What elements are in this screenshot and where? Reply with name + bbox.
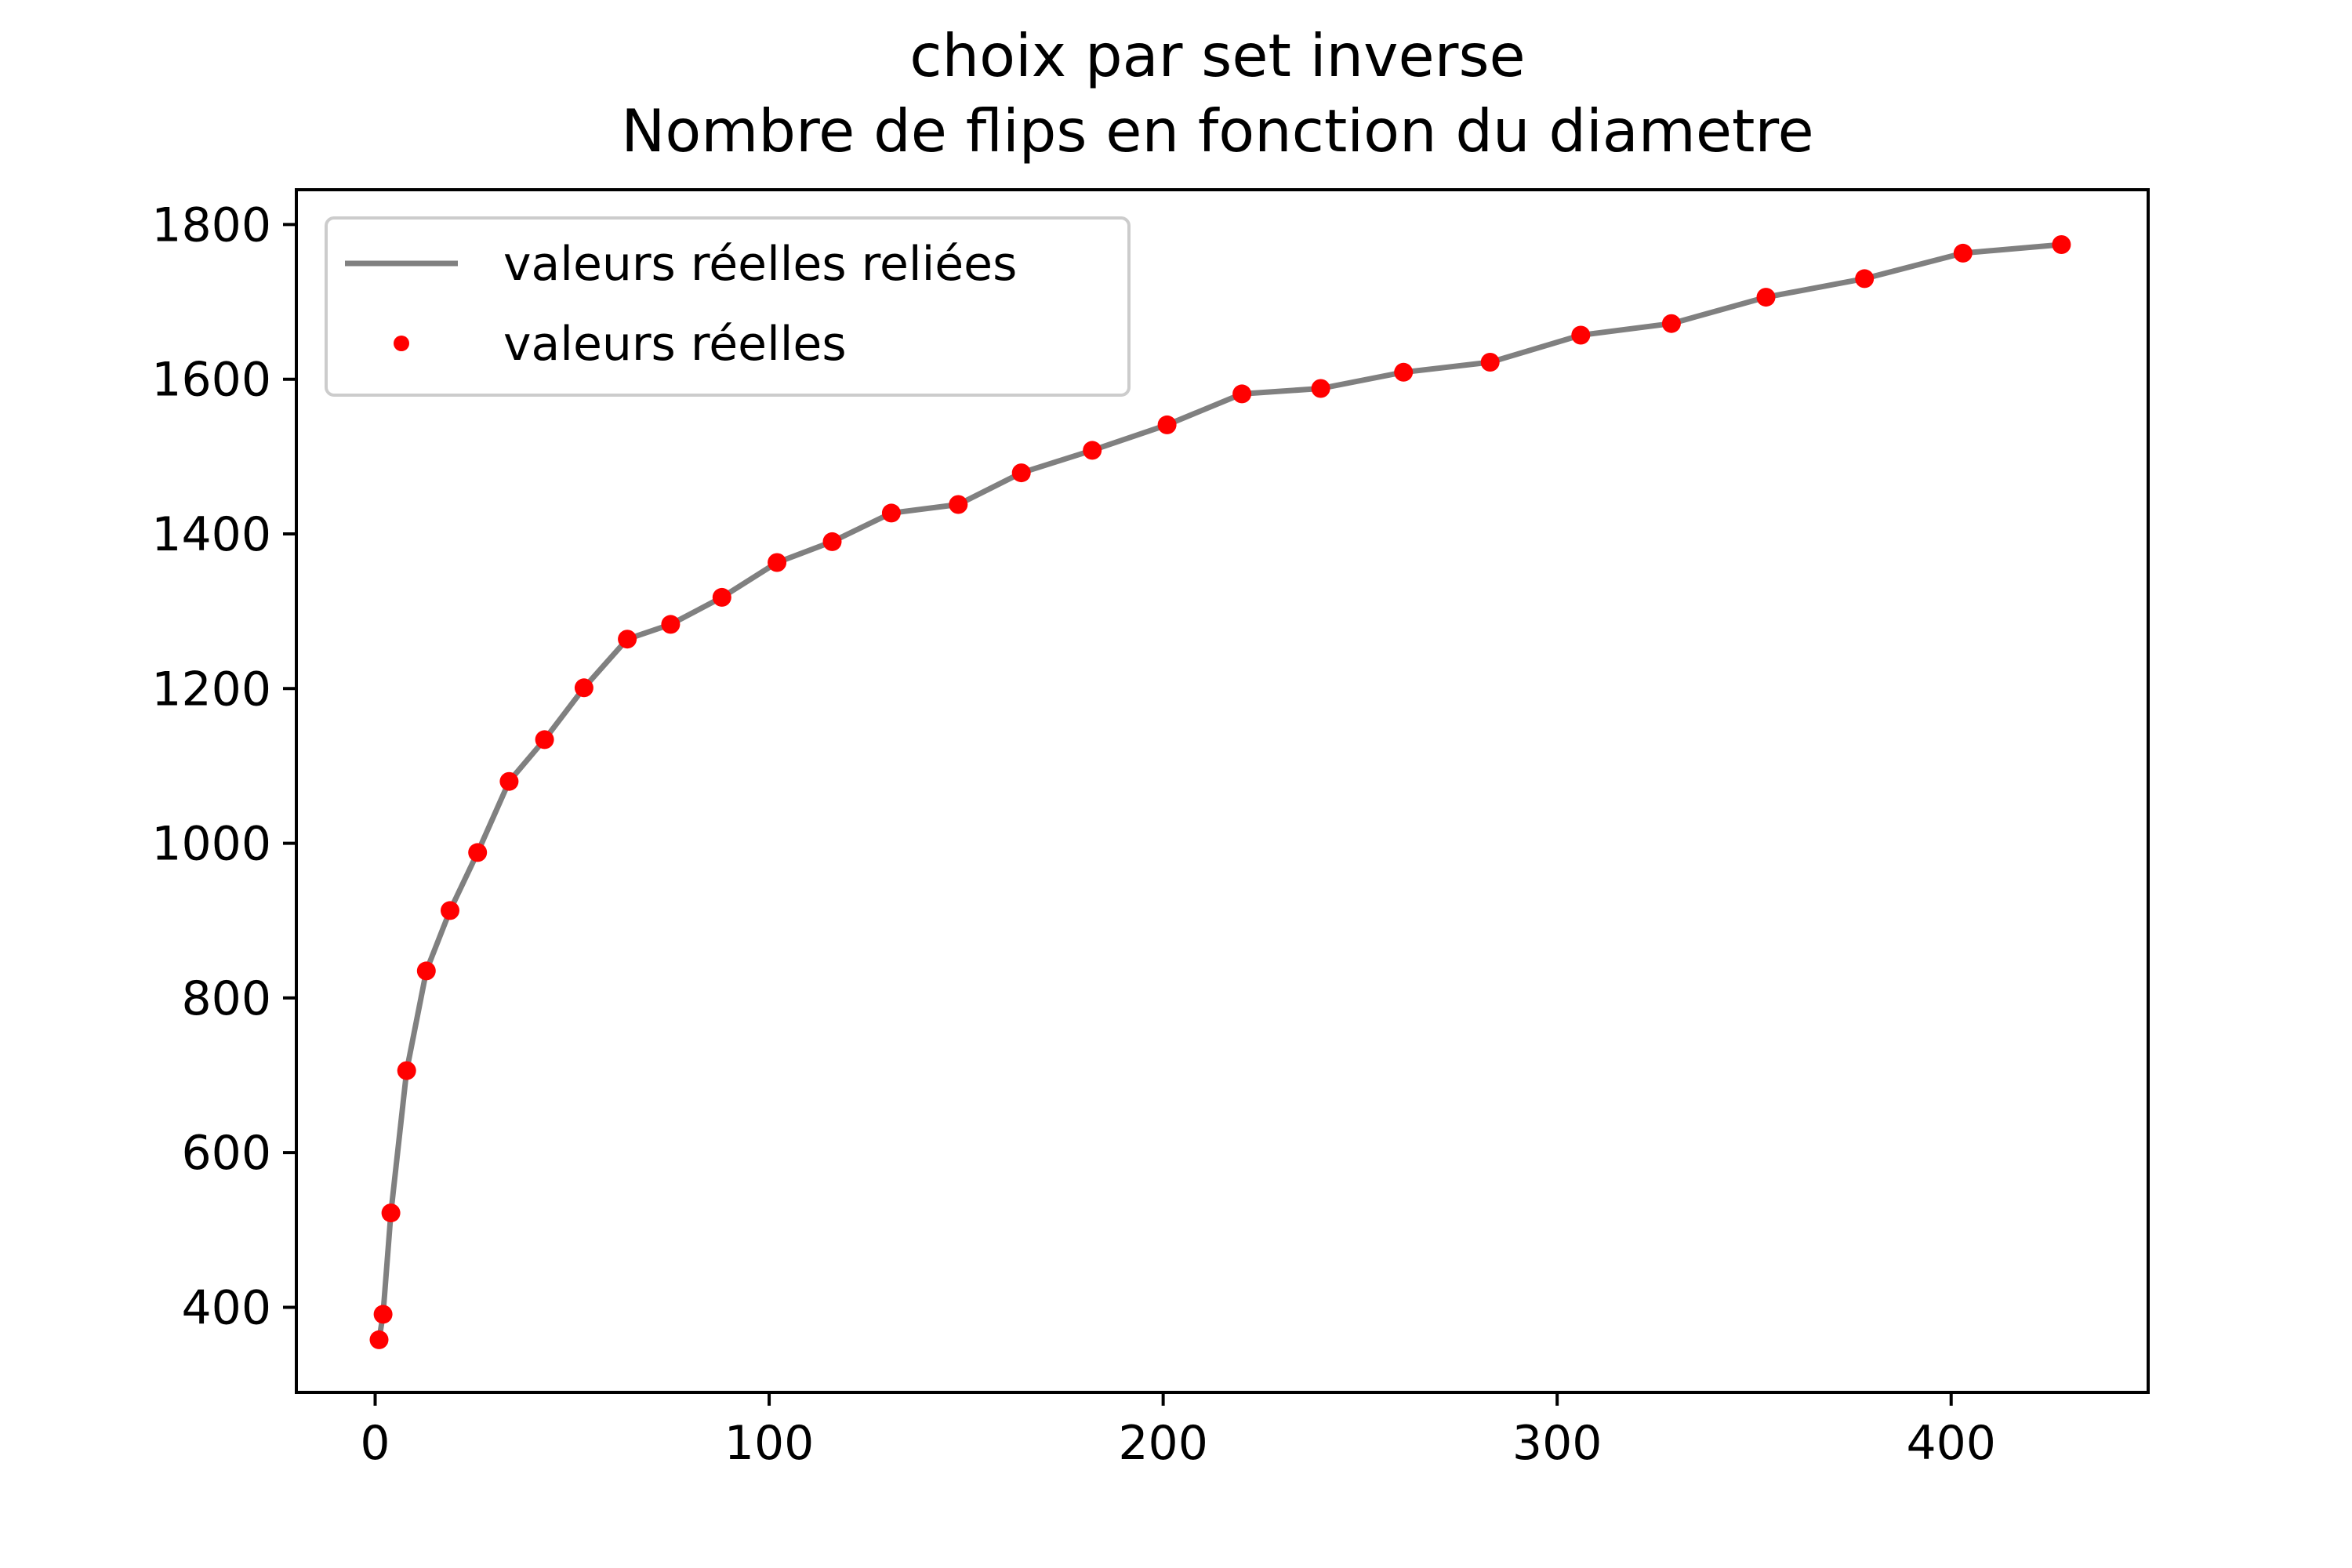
data-point <box>822 532 842 551</box>
series-line <box>376 241 2064 1343</box>
y-tick-label: 1000 <box>151 817 271 872</box>
legend: valeurs réelles reliées valeurs réelles <box>325 216 1131 397</box>
legend-label-line: valeurs réelles reliées <box>503 237 1017 292</box>
data-point <box>468 843 488 862</box>
data-point <box>1571 325 1591 345</box>
data-point <box>881 503 901 523</box>
x-tick-label: 300 <box>1512 1416 1602 1471</box>
data-point <box>381 1203 401 1223</box>
data-point <box>1011 463 1031 483</box>
data-point <box>1953 243 1973 263</box>
legend-box <box>325 216 1131 397</box>
data-point <box>373 1305 393 1324</box>
x-tick-label: 0 <box>360 1416 390 1471</box>
y-tick-label: 1600 <box>151 353 271 408</box>
y-tick-label: 400 <box>181 1280 271 1335</box>
data-point <box>1480 353 1500 372</box>
data-point <box>369 1330 389 1349</box>
data-point <box>2052 235 2071 254</box>
data-point <box>1157 415 1177 434</box>
x-tick-label: 100 <box>724 1416 815 1471</box>
x-tick-label: 400 <box>1906 1416 1996 1471</box>
data-point <box>1232 384 1252 404</box>
data-point <box>574 678 593 698</box>
y-tick-label: 1400 <box>151 507 271 562</box>
data-point <box>499 771 519 791</box>
y-tick-label: 1200 <box>151 662 271 717</box>
y-tick-label: 600 <box>181 1126 271 1181</box>
data-point <box>1083 441 1102 460</box>
data-point <box>1855 269 1875 289</box>
data-point <box>535 730 554 750</box>
data-point <box>661 615 681 634</box>
data-point <box>618 630 637 649</box>
data-point <box>949 495 968 514</box>
data-point <box>1311 379 1330 398</box>
x-tick-label: 200 <box>1118 1416 1208 1471</box>
chart-title-line-1: choix par set inverse <box>909 21 1525 90</box>
data-point <box>768 553 787 572</box>
data-point <box>1394 362 1414 382</box>
plot-area: 0 100 200 300 400 400 600 800 1000 1200 1400 1600 1… <box>151 188 2150 1471</box>
data-point <box>441 901 459 920</box>
data-point <box>1756 288 1776 307</box>
legend-label-markers: valeurs réelles <box>503 317 847 372</box>
y-axis: 400 600 800 1000 1200 1400 1600 1800 <box>151 198 296 1335</box>
data-point <box>712 587 731 607</box>
chart-title-line-2: Nombre de flips en fonction du diametre <box>621 96 1813 165</box>
data-point <box>397 1061 416 1080</box>
series-layer <box>369 235 2071 1349</box>
axes-frame <box>295 188 2150 1394</box>
data-point <box>1661 314 1681 333</box>
y-tick-label: 1800 <box>151 198 271 252</box>
data-point <box>416 961 436 981</box>
y-tick-label: 800 <box>181 971 271 1026</box>
legend-marker-swatch <box>394 336 409 351</box>
x-axis: 0 100 200 300 400 <box>360 1392 1996 1471</box>
